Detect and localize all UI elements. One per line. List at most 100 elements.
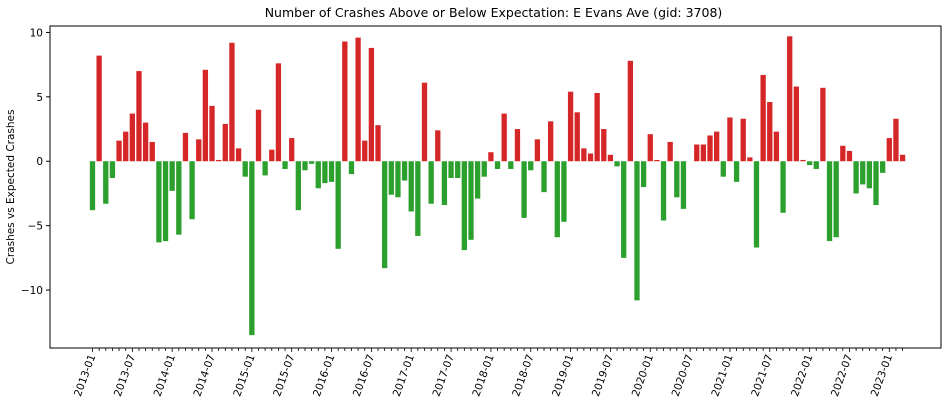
bar	[448, 161, 454, 178]
bar	[315, 161, 321, 189]
bar	[767, 101, 773, 162]
bar	[813, 161, 819, 169]
bar	[886, 138, 892, 162]
bar	[89, 161, 96, 211]
bar	[800, 159, 806, 162]
bar	[853, 161, 859, 194]
bar	[601, 129, 607, 162]
bar	[806, 161, 813, 166]
bar	[282, 161, 288, 169]
bar	[129, 113, 135, 162]
bar	[714, 131, 720, 162]
bar	[880, 161, 886, 173]
bar	[468, 161, 474, 240]
bar	[474, 161, 481, 199]
bar	[733, 161, 740, 182]
bar	[202, 69, 209, 162]
bar	[216, 159, 222, 162]
bar	[660, 161, 667, 221]
bar	[196, 139, 202, 162]
bar	[707, 135, 713, 162]
bar	[289, 138, 295, 162]
bar	[654, 159, 660, 162]
bar	[846, 150, 853, 162]
bar	[348, 161, 355, 175]
y-tick-label: 5	[36, 92, 43, 104]
bar	[322, 161, 328, 184]
chart-title: Number of Crashes Above or Below Expecta…	[265, 5, 723, 20]
bar	[508, 161, 514, 169]
bar	[368, 47, 375, 162]
bar	[142, 122, 149, 162]
bar	[275, 63, 282, 162]
bar	[401, 161, 408, 181]
bar	[395, 161, 401, 198]
bar	[335, 161, 341, 249]
bar	[561, 161, 567, 222]
bar	[700, 144, 707, 162]
bar	[541, 161, 547, 193]
bar	[694, 144, 700, 162]
bar	[481, 161, 487, 177]
bar	[421, 82, 428, 162]
bar	[162, 161, 169, 242]
bar	[747, 157, 753, 162]
bar	[435, 130, 441, 162]
bar	[793, 86, 799, 162]
bar	[567, 91, 574, 162]
bar	[594, 92, 600, 162]
bar	[149, 141, 155, 162]
bar	[494, 161, 501, 169]
bar	[96, 55, 102, 162]
bar	[262, 161, 268, 176]
bar	[242, 161, 248, 177]
bar	[740, 118, 746, 162]
bar	[574, 112, 580, 162]
bar	[840, 145, 846, 162]
bar	[109, 161, 116, 178]
bar	[308, 161, 315, 164]
bar	[773, 131, 780, 162]
bar	[501, 113, 507, 162]
bar	[428, 161, 434, 204]
plot-frame	[49, 25, 942, 349]
bar	[621, 161, 627, 258]
bar	[521, 161, 527, 218]
bar	[269, 149, 275, 162]
bar	[103, 161, 109, 204]
bar	[787, 36, 793, 162]
bar	[123, 131, 129, 162]
bar	[342, 41, 348, 162]
bar	[182, 132, 189, 162]
bar	[647, 134, 653, 162]
bar	[866, 161, 873, 189]
y-tick-label: 10	[30, 27, 43, 39]
bar	[328, 161, 335, 182]
bar	[873, 161, 879, 206]
bar	[534, 139, 541, 162]
bar	[189, 161, 195, 220]
bar	[514, 129, 521, 162]
bar	[302, 161, 308, 171]
y-tick-label: −5	[28, 221, 43, 233]
bar	[860, 161, 866, 185]
y-axis-label: Crashes vs Expected Crashes	[5, 110, 17, 265]
bar	[382, 161, 388, 269]
bar	[528, 161, 534, 171]
bar	[455, 161, 461, 178]
bar	[136, 71, 142, 162]
bar	[587, 153, 594, 162]
bar	[488, 152, 494, 162]
bar	[753, 161, 760, 248]
bar	[362, 140, 368, 162]
bar	[375, 125, 381, 162]
bar	[229, 42, 235, 162]
bar	[209, 105, 215, 162]
bar	[441, 161, 448, 206]
bar	[893, 118, 899, 162]
bar	[760, 74, 766, 162]
bar	[674, 161, 680, 198]
bar	[607, 154, 614, 162]
bar	[388, 161, 394, 195]
